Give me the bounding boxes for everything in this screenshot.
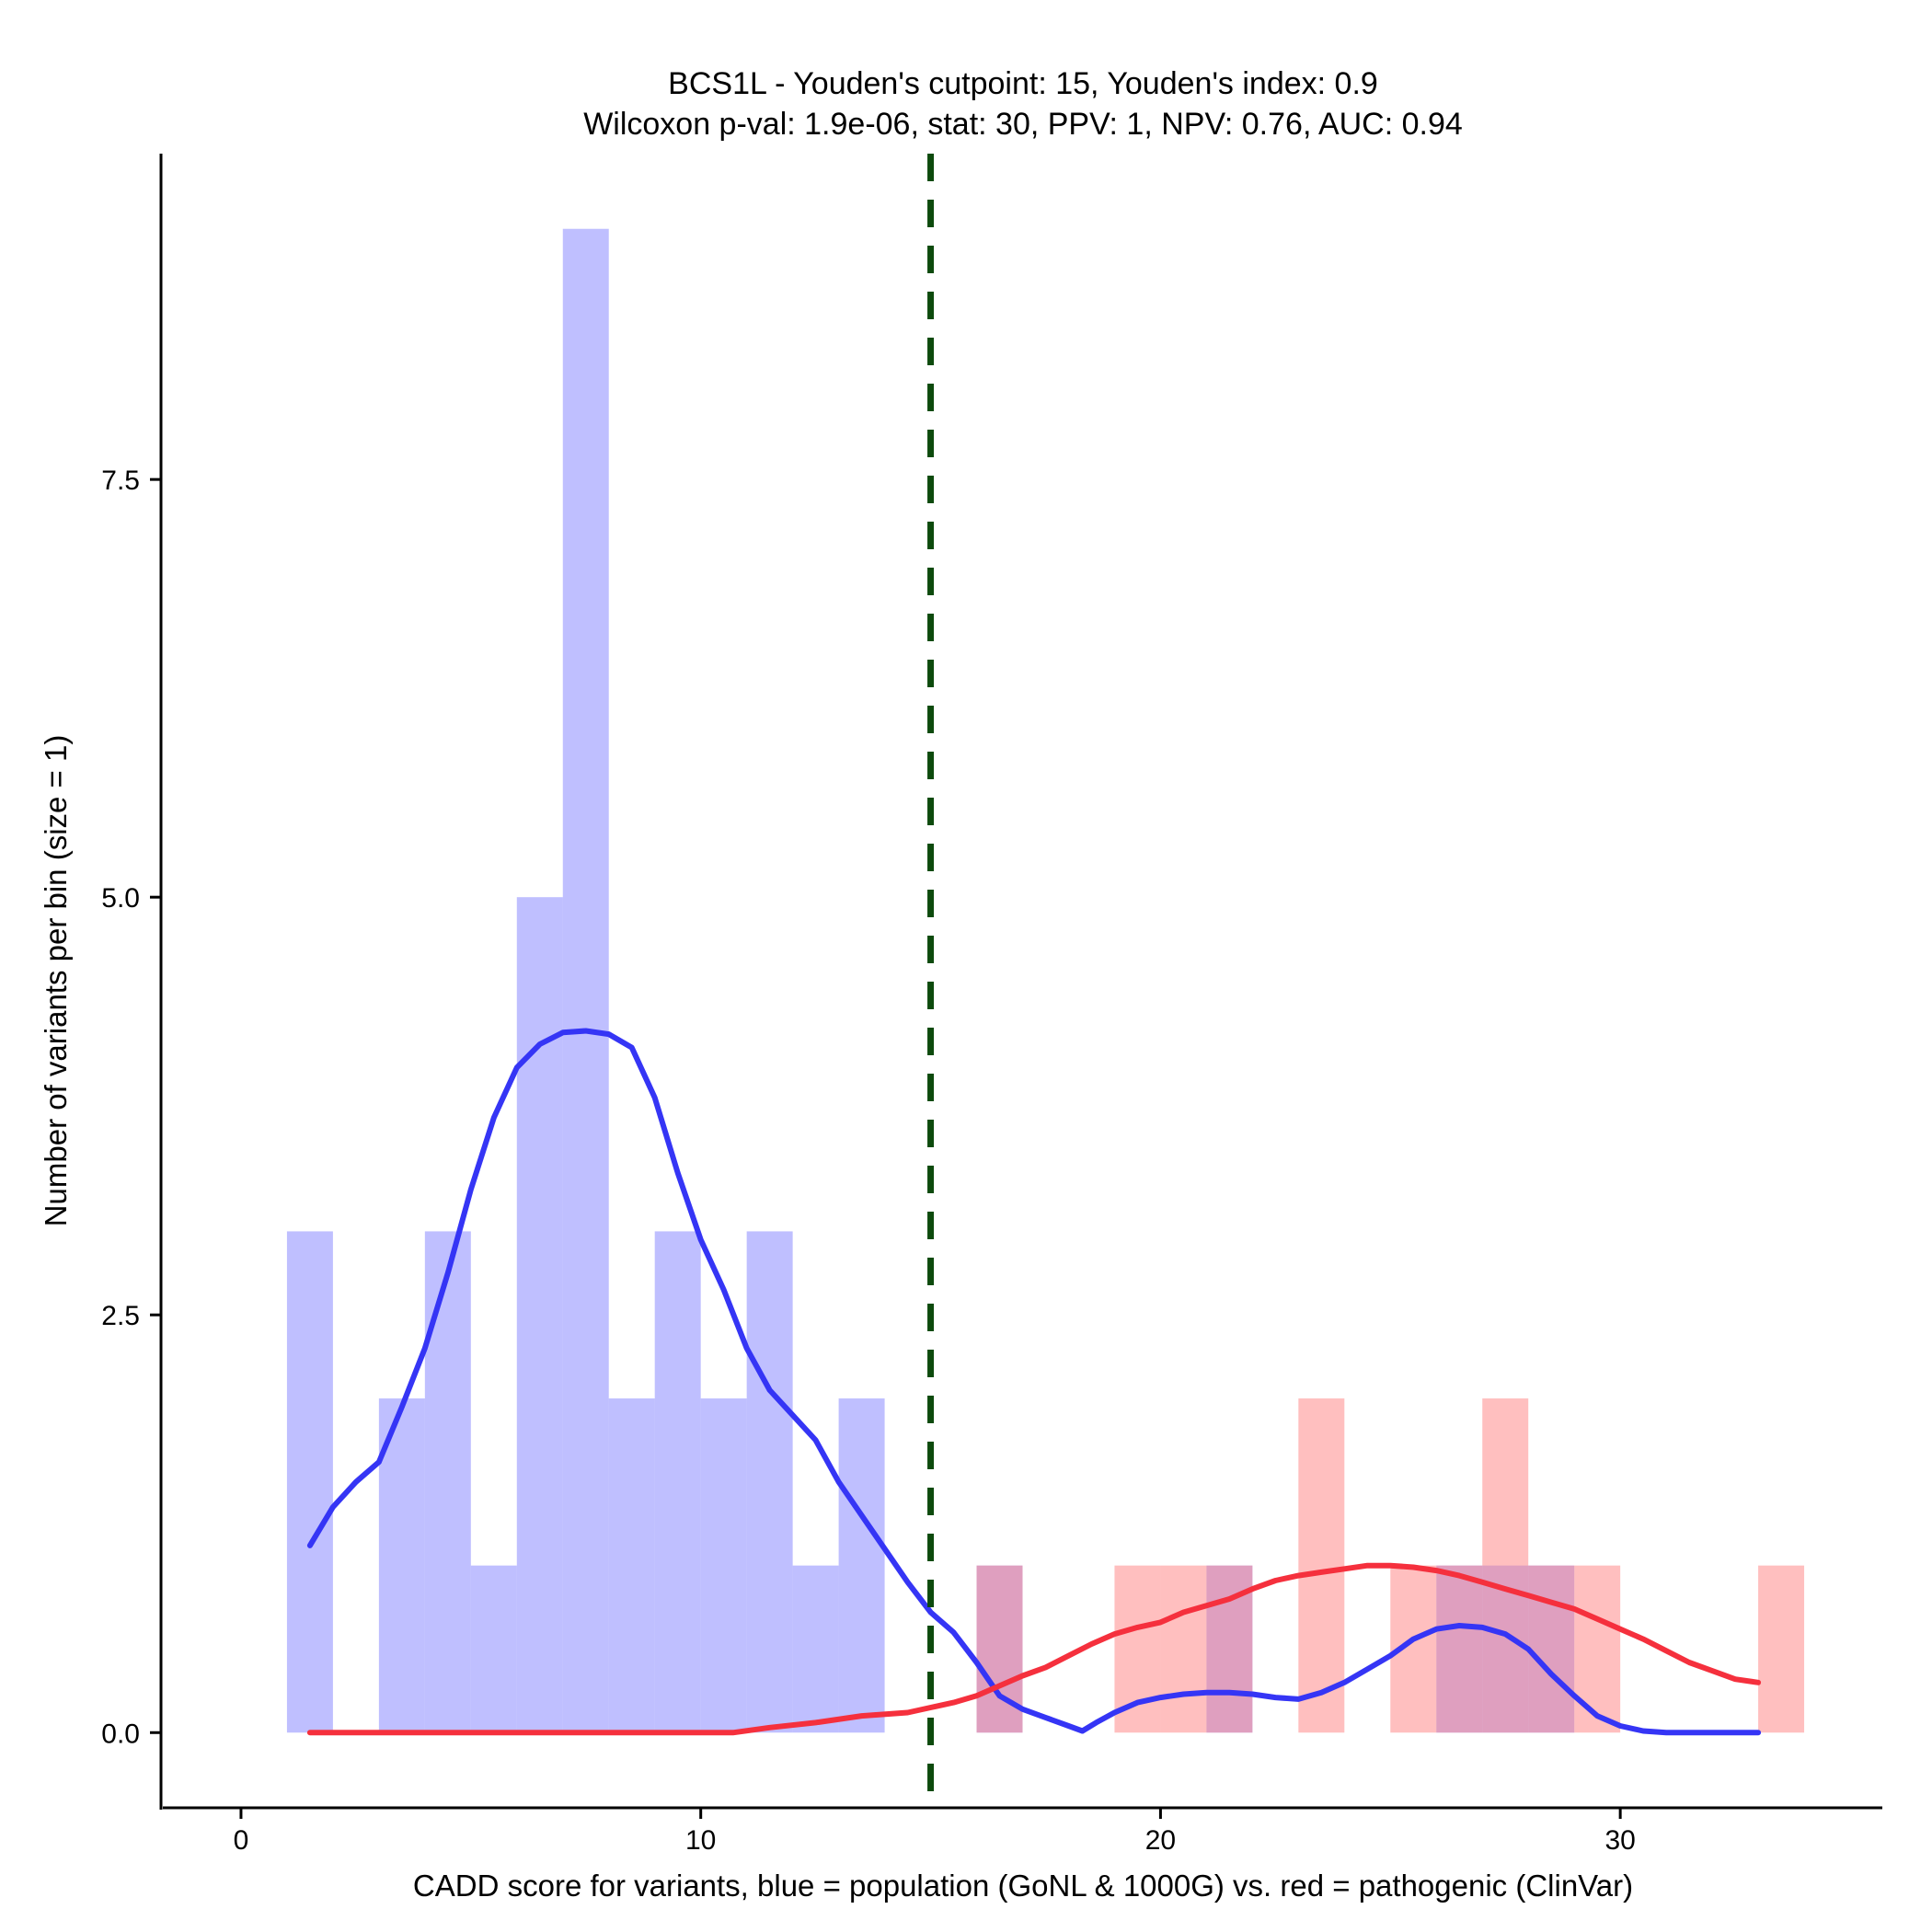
axes xyxy=(159,154,1882,1810)
pathogenic-bar xyxy=(1482,1398,1529,1733)
population-density-line xyxy=(306,1028,1762,1736)
y-ticks: 0.0 2.5 5.0 7.5 xyxy=(101,466,161,1749)
pathogenic-bars xyxy=(976,1398,1805,1733)
pathogenic-bar xyxy=(1160,1565,1207,1733)
x-tick-label: 10 xyxy=(685,1825,716,1856)
chart-title: BCS1L - Youden's cutpoint: 15, Youden's … xyxy=(668,66,1378,101)
population-bar xyxy=(654,1231,701,1733)
x-ticks: 0 10 20 30 xyxy=(234,1808,1636,1856)
y-tick-label: 7.5 xyxy=(101,466,140,496)
population-bar xyxy=(700,1398,747,1733)
pathogenic-bar xyxy=(1574,1565,1621,1733)
population-bar xyxy=(286,1231,333,1733)
y-tick-label: 2.5 xyxy=(101,1301,140,1331)
population-bar xyxy=(746,1231,793,1733)
x-tick-label: 0 xyxy=(234,1825,249,1856)
x-axis-label: CADD score for variants, blue = populati… xyxy=(413,1869,1633,1903)
population-bar xyxy=(424,1231,471,1733)
chart-subtitle: Wilcoxon p-val: 1.9e-06, stat: 30, PPV: … xyxy=(583,107,1463,142)
pathogenic-bar xyxy=(1528,1565,1575,1733)
x-tick-label: 30 xyxy=(1604,1825,1635,1856)
population-bar xyxy=(516,897,563,1733)
population-bar xyxy=(792,1565,839,1733)
population-bar xyxy=(470,1565,517,1733)
population-bar xyxy=(378,1398,425,1733)
y-tick-label: 5.0 xyxy=(101,883,140,914)
y-tick-label: 0.0 xyxy=(101,1719,140,1749)
x-tick-label: 20 xyxy=(1145,1825,1176,1856)
pathogenic-bar xyxy=(1758,1565,1805,1733)
pathogenic-bar xyxy=(1436,1565,1483,1733)
population-bar xyxy=(838,1398,885,1733)
population-bar xyxy=(562,228,609,1733)
pathogenic-bar xyxy=(1298,1398,1345,1733)
pathogenic-density-line xyxy=(306,1562,1762,1736)
density-lines xyxy=(306,1028,1762,1736)
population-bar xyxy=(608,1398,655,1733)
y-axis-label: Number of variants per bin (size = 1) xyxy=(39,735,73,1227)
